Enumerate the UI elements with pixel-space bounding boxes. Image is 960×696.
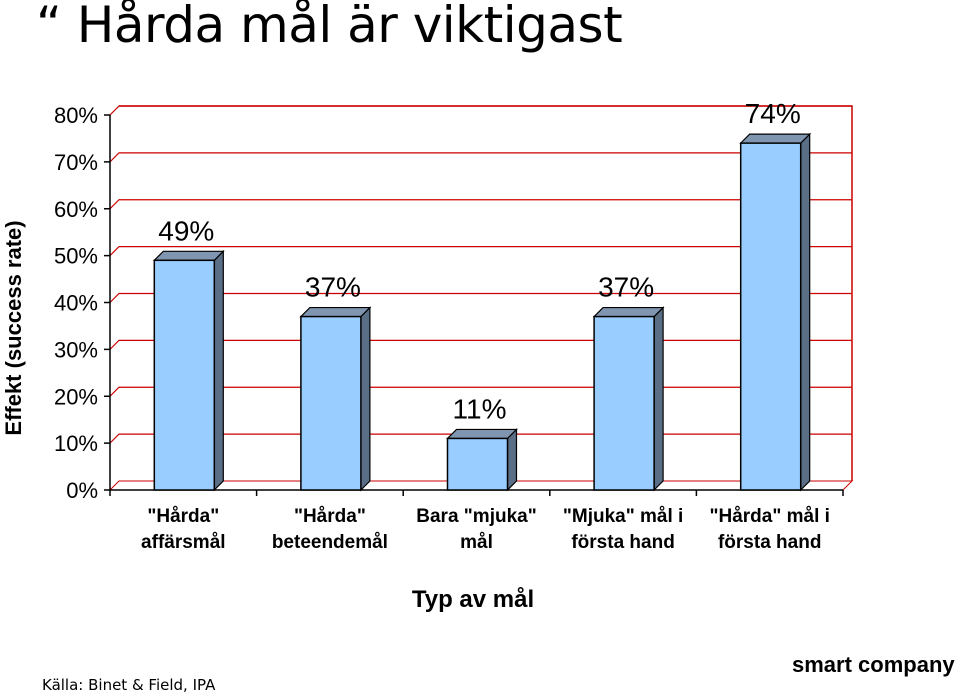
bar-side [800,132,811,492]
data-label: 11% [453,393,507,424]
bars [152,132,812,492]
category-label: Bara "mjuka" [416,506,536,527]
y-tick-label: 30% [54,337,98,362]
bar-top [739,133,812,144]
bar-front [446,437,509,491]
bar-top [152,250,225,261]
bar-front [153,259,216,491]
bar [592,306,665,492]
bar-front [300,315,362,491]
y-tick-label: 70% [54,150,98,175]
category-label: första hand [571,532,674,553]
bar [152,249,225,492]
gridline [109,105,852,116]
bar-front [593,315,655,491]
source-note: Källa: Binet & Field, IPA [42,676,216,694]
data-label: 37% [598,272,654,303]
x-axis-title: Typ av mål [412,586,534,613]
gridline [109,292,852,303]
data-label: 74% [745,98,801,129]
bar-top [299,306,372,318]
bar [299,306,372,492]
y-tick-label: 40% [54,291,98,316]
bar-side [360,306,371,492]
bar-side [506,427,518,492]
bar-side [213,249,224,492]
category-label: "Mjuka" mål i [563,506,683,527]
gridline [109,246,852,257]
data-labels: 49% 37% 11% 37% 74% [158,98,800,424]
bar-side [653,306,664,492]
y-tick-label: 50% [54,244,98,269]
category-label: mål [460,532,493,553]
y-tick-label: 80% [54,103,98,128]
category-label: "Hårda" [147,506,219,527]
bar-front [739,142,802,491]
brand-name: smart company [792,652,955,677]
bar-top [592,306,665,318]
data-label: 49% [158,215,214,246]
category-label: affärsmål [141,532,226,553]
bar [739,132,812,492]
category-label: första hand [718,532,821,553]
y-tick-label: 10% [54,431,98,456]
category-label: beteendemål [272,532,388,553]
y-axis-title: Effekt (success rate) [1,220,26,435]
page-title: “ Hårda mål är viktigast [36,0,623,54]
x-axis [109,489,844,496]
y-axis: 0% 10% 20% 30% 40% 50% 60% 70% 80% [54,103,111,503]
gridline [109,152,852,163]
y-tick-label: 0% [66,478,98,503]
category-label: "Hårda" mål i [709,506,829,527]
category-label: "Hårda" [294,506,366,527]
data-label: 37% [305,272,361,303]
bar [446,427,518,492]
category-labels: "Hårda" affärsmål "Hårda" beteendemål Bara "… [141,506,830,553]
y-tick-label: 20% [54,384,98,409]
y-tick-label: 60% [54,197,98,222]
bar-top [446,428,518,440]
gridline [109,199,852,210]
